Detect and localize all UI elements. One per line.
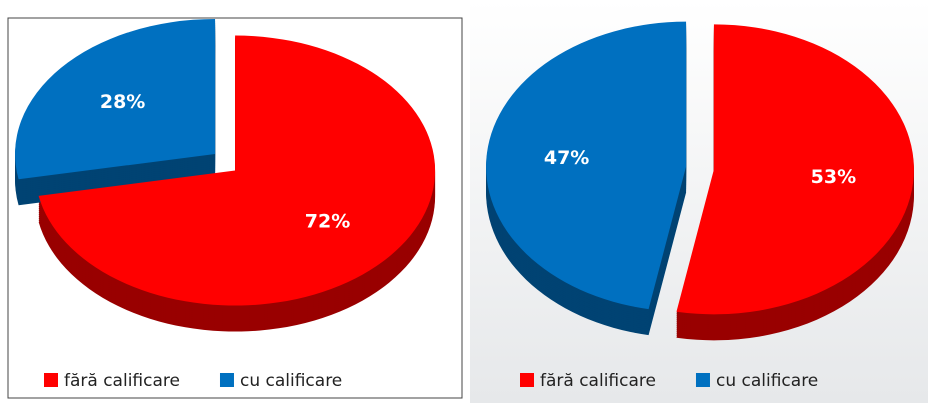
data-label: 28% xyxy=(100,91,145,113)
legend-label: fără calificare xyxy=(64,371,180,391)
legend-swatch xyxy=(695,373,710,387)
slice xyxy=(15,18,216,180)
slice xyxy=(486,21,687,310)
data-label: 47% xyxy=(544,147,589,169)
legend-label: cu calificare xyxy=(240,371,342,391)
data-label: 53% xyxy=(811,166,856,188)
legend-label: cu calificare xyxy=(716,371,818,391)
slice xyxy=(676,24,914,315)
legend-swatch xyxy=(520,373,534,387)
legend-swatch xyxy=(44,373,58,387)
legend-label: fără calificare xyxy=(540,371,656,391)
slice xyxy=(38,35,436,306)
legend-swatch xyxy=(219,373,234,387)
data-label: 72% xyxy=(305,211,350,233)
